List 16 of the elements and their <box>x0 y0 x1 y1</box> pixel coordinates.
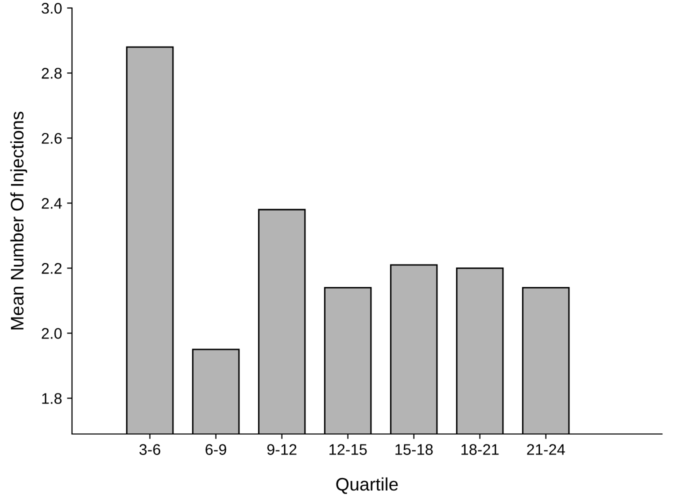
y-tick-label: 2.4 <box>42 198 62 209</box>
x-axis-title: Quartile <box>336 477 398 494</box>
y-tick-label: 2.0 <box>42 328 62 339</box>
x-tick-label: 15-18 <box>395 444 433 455</box>
x-tick-label: 6-9 <box>206 444 226 455</box>
x-tick-label: 21-24 <box>527 444 565 455</box>
y-tick-label: 2.8 <box>42 68 62 79</box>
x-tick-label: 3-6 <box>139 444 160 455</box>
x-tick-label: 12-15 <box>329 444 367 455</box>
y-tick-label: 1.8 <box>42 393 62 404</box>
y-axis-title: Mean Number Of Injections <box>10 112 28 330</box>
y-tick-label: 2.2 <box>42 263 62 274</box>
x-tick-label: 18-21 <box>461 444 499 455</box>
y-tick-label: 3.0 <box>42 2 62 14</box>
x-tick-label: 9-12 <box>267 444 296 455</box>
y-tick-label: 2.6 <box>42 132 62 144</box>
